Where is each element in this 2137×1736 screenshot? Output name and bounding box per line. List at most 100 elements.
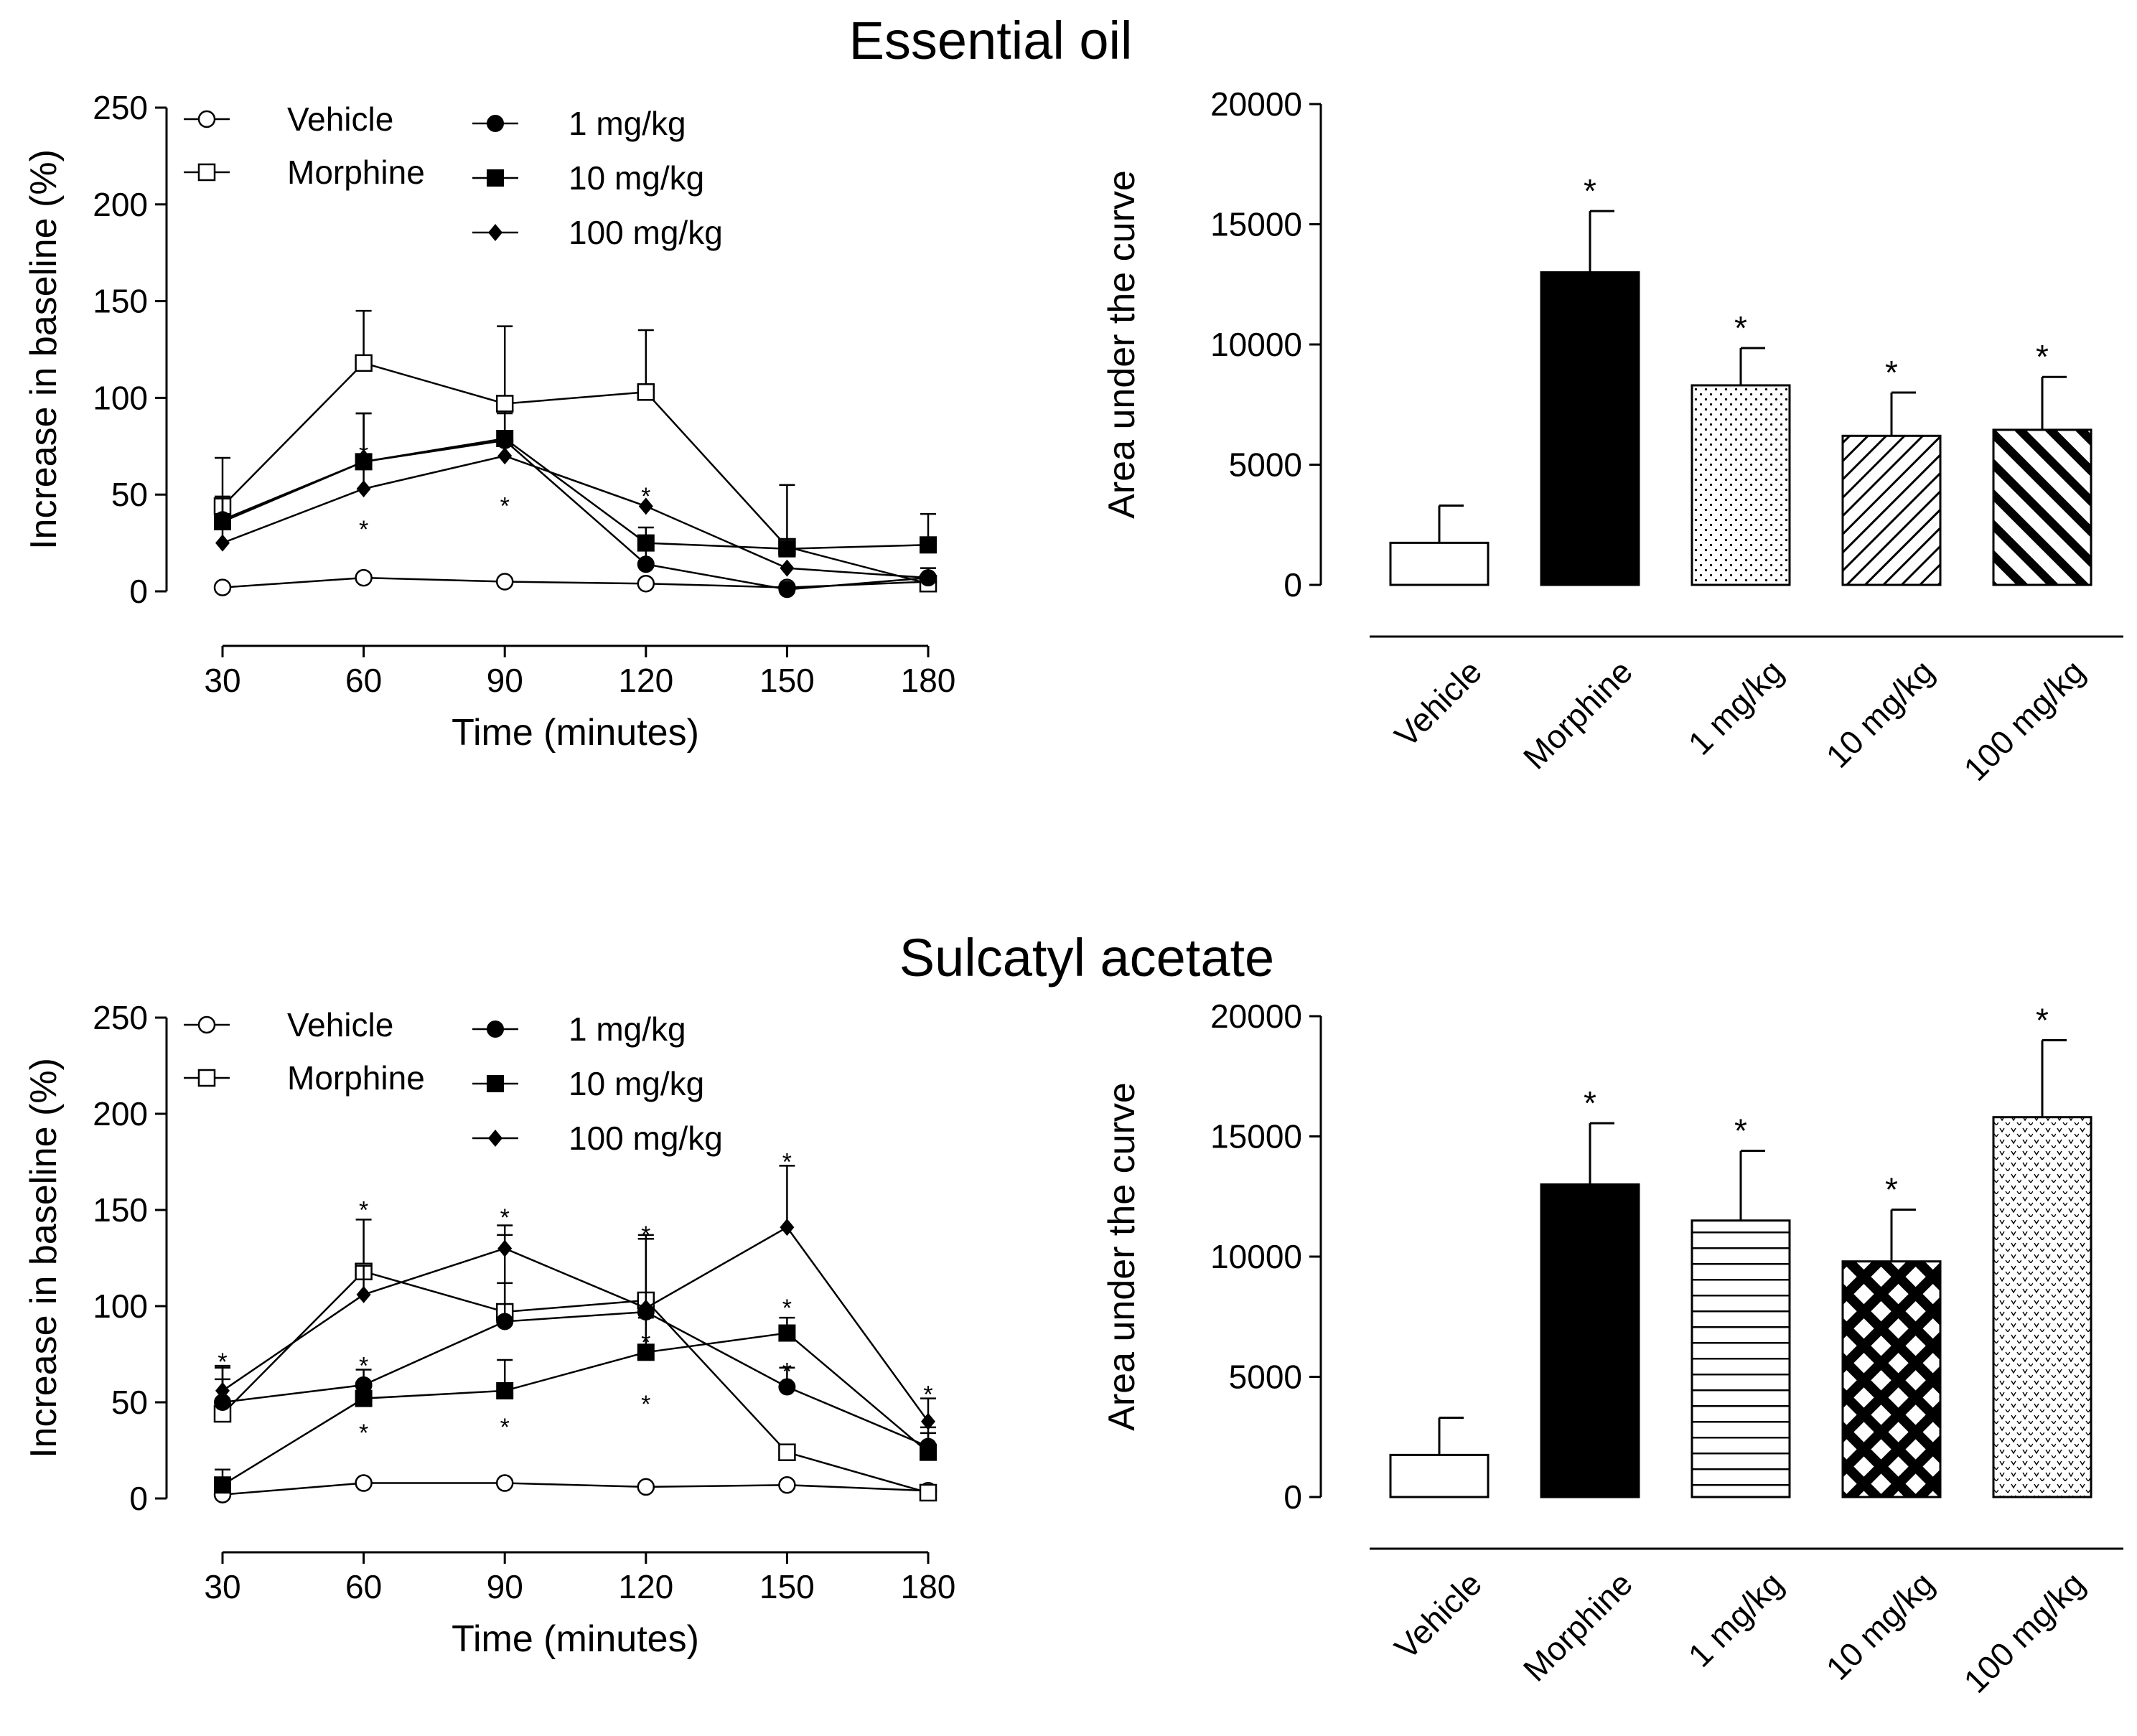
series-morphine-marker (495, 395, 514, 413)
series-1-mg-kg-marker (637, 555, 655, 573)
y-tick-label: 20000 (1210, 998, 1302, 1035)
y-tick-label: 15000 (1210, 206, 1302, 243)
legend-10-mg-kg-marker (487, 169, 504, 187)
series-100-mg-kg-marker (215, 534, 230, 552)
y-axis-title: Increase in baseline (%) (23, 149, 65, 550)
category-label: Vehicle (1387, 1564, 1489, 1666)
x-tick-label: 150 (759, 1568, 815, 1605)
y-tick-label: 250 (93, 999, 148, 1036)
significance-star: * (1885, 1171, 1898, 1209)
legend-morphine-label: Morphine (287, 1059, 425, 1097)
bar-1-mg-kg (1691, 384, 1791, 586)
series-vehicle-marker (637, 574, 655, 593)
category-label: 100 mg/kg (1956, 652, 2092, 788)
bar-morphine (1540, 1183, 1640, 1498)
x-tick-label: 120 (618, 662, 673, 699)
significance-star: * (359, 441, 368, 468)
y-tick-label: 200 (93, 1095, 148, 1132)
legend-10-mg-kg-label: 10 mg/kg (569, 1065, 704, 1102)
significance-star: * (500, 1204, 510, 1231)
legend-vehicle-label: Vehicle (287, 100, 393, 138)
series-100-mg-kg-marker (921, 569, 935, 587)
series-10-mg-kg-marker (496, 1381, 514, 1399)
y-axis-title: Increase in baseline (%) (23, 1058, 65, 1458)
series-100-mg-kg-marker (497, 1239, 513, 1257)
significance-star: * (923, 1381, 932, 1409)
series-10-mg-kg-marker (637, 1343, 655, 1361)
legend-vehicle-marker (197, 110, 216, 128)
series-10-mg-kg-line (222, 437, 929, 550)
series-vehicle-marker (495, 1474, 514, 1492)
y-tick-label: 5000 (1229, 446, 1302, 484)
series-morphine-marker (355, 354, 373, 372)
series-vehicle-marker (778, 1475, 796, 1494)
category-label: Morphine (1516, 1564, 1640, 1688)
bar-vehicle (1389, 541, 1490, 586)
y-tick-label: 150 (93, 1191, 148, 1229)
x-axis-title: Time (minutes) (452, 712, 699, 754)
significance-star: * (782, 1358, 792, 1385)
category-label: 10 mg/kg (1819, 652, 1942, 775)
x-tick-label: 30 (204, 662, 240, 699)
series-10-mg-kg-marker (920, 536, 937, 554)
y-tick-label: 20000 (1210, 85, 1302, 123)
x-tick-label: 60 (345, 662, 382, 699)
x-tick-label: 90 (487, 662, 523, 699)
bar-100-mg-kg (1992, 428, 2092, 586)
series-1-mg-kg-marker (496, 1313, 514, 1331)
significance-star: * (1734, 1112, 1747, 1150)
legend-1-mg-kg-label: 1 mg/kg (569, 1010, 686, 1048)
series-1-mg-kg-line (222, 1310, 929, 1448)
bar-100-mg-kg (1992, 1116, 2092, 1498)
y-tick-label: 150 (93, 283, 148, 320)
y-tick-label: 250 (93, 89, 148, 126)
series-1-mg-kg-marker (778, 581, 796, 599)
y-tick-label: 0 (129, 1480, 148, 1517)
x-tick-label: 150 (759, 662, 815, 699)
y-axis-title: Area under the curve (1101, 1082, 1143, 1431)
y-tick-label: 5000 (1229, 1359, 1302, 1396)
series-1-mg-kg-marker (778, 1378, 796, 1396)
x-tick-label: 120 (618, 1568, 673, 1605)
series-morphine-marker (919, 1483, 937, 1502)
y-tick-label: 50 (111, 476, 148, 513)
bar-vehicle (1389, 1453, 1490, 1498)
bar-10-mg-kg (1841, 1260, 1942, 1498)
series-100-mg-kg-line (222, 1226, 930, 1422)
significance-star: * (359, 1352, 368, 1379)
series-morphine-line (222, 362, 929, 585)
significance-star: * (1734, 309, 1747, 347)
series-10-mg-kg-marker (778, 540, 796, 558)
x-tick-label: 60 (345, 1568, 382, 1605)
series-10-mg-kg-marker (778, 1324, 796, 1342)
legend-morphine-label: Morphine (287, 154, 425, 191)
significance-star: * (641, 1221, 650, 1249)
category-label: 1 mg/kg (1681, 1564, 1790, 1674)
x-tick-label: 180 (901, 1568, 956, 1605)
y-tick-label: 15000 (1210, 1118, 1302, 1155)
series-100-mg-kg-marker (921, 1412, 935, 1430)
y-tick-label: 100 (93, 379, 148, 416)
significance-star: * (1584, 172, 1596, 210)
category-label: 1 mg/kg (1681, 652, 1790, 761)
series-1-mg-kg-line (222, 439, 929, 591)
significance-star: * (641, 1329, 650, 1356)
legend-100-mg-kg-marker (488, 1130, 502, 1147)
series-morphine-line (222, 1270, 929, 1494)
series-vehicle-line (222, 1482, 929, 1496)
panel-title-essential-oil: Essential oil (849, 11, 1133, 70)
y-tick-label: 0 (1283, 566, 1302, 604)
category-label: 10 mg/kg (1819, 1564, 1942, 1687)
y-tick-label: 0 (129, 573, 148, 610)
significance-star: * (359, 516, 368, 543)
legend-vehicle-label: Vehicle (287, 1006, 393, 1043)
significance-star: * (500, 1414, 510, 1441)
significance-star: * (359, 1420, 368, 1447)
sulcatyl-acetate-line-chart: 0 50 100 150 200 250 30 60 90 120 150 180 Time (minu… (23, 999, 955, 1660)
y-axis-title: Area under the curve (1101, 170, 1143, 519)
series-100-mg-kg-marker (356, 480, 371, 498)
bar-1-mg-kg (1691, 1219, 1791, 1498)
significance-star: * (218, 1348, 227, 1376)
y-tick-label: 10000 (1210, 326, 1302, 363)
series-100-mg-kg-marker (780, 1219, 795, 1237)
